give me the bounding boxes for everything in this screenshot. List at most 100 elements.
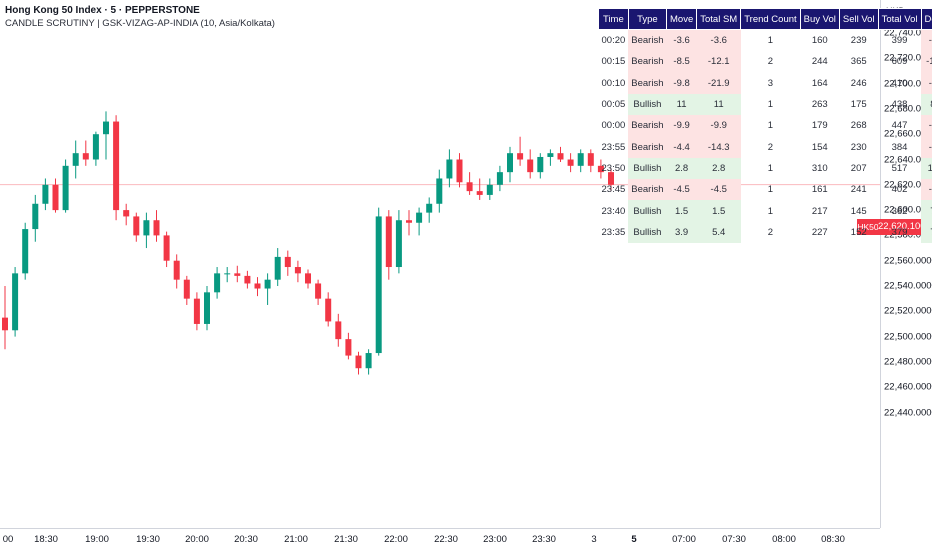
bearish-candle [255, 283, 261, 288]
time-tick: 3 [591, 534, 596, 545]
cell-time: 23:45 [599, 179, 629, 200]
time-tick: 21:30 [334, 534, 358, 545]
cell-trend: 1 [741, 115, 800, 136]
bullish-candle [93, 134, 99, 159]
time-tick: 22:30 [434, 534, 458, 545]
bearish-candle [295, 267, 301, 273]
cell-delta: -122 [921, 51, 932, 72]
cell-trend: 2 [741, 136, 800, 157]
bearish-candle [467, 182, 473, 191]
cell-delta: -89 [921, 115, 932, 136]
cell-trend: 1 [741, 179, 800, 200]
time-tick: 08:00 [772, 534, 796, 545]
cell-trend: 1 [741, 30, 800, 52]
bullish-candle [487, 185, 493, 195]
table-body: 00:20Bearish-3.6-3.61160239399-8000:15Be… [599, 30, 932, 243]
bearish-candle [325, 299, 331, 322]
table-header-cell: Total Vol [878, 9, 921, 30]
cell-total: 410 [878, 73, 921, 94]
time-tick: 23:30 [532, 534, 556, 545]
bearish-candle [194, 299, 200, 324]
bearish-candle [113, 122, 119, 211]
time-tick: 20:30 [234, 534, 258, 545]
cell-move: 3.9 [667, 222, 697, 243]
bullish-candle [426, 204, 432, 213]
cell-time: 00:05 [599, 94, 629, 115]
cell-total: 447 [878, 115, 921, 136]
cell-type: Bearish [628, 73, 666, 94]
cell-time: 23:55 [599, 136, 629, 157]
cell-sell: 230 [839, 136, 878, 157]
time-tick: 20:00 [185, 534, 209, 545]
table-header-cell: Buy Vol [800, 9, 839, 30]
bearish-candle [588, 153, 594, 166]
cell-type: Bearish [628, 30, 666, 52]
bullish-candle [578, 153, 584, 166]
bearish-candle [174, 261, 180, 280]
bullish-candle [275, 257, 281, 280]
cell-trend: 1 [741, 200, 800, 221]
bullish-candle [537, 157, 543, 172]
bullish-candle [366, 353, 372, 368]
cell-sell: 175 [839, 94, 878, 115]
table-header-cell: Type [628, 9, 666, 30]
bullish-candle [497, 172, 503, 185]
cell-total-sm: -21.9 [697, 73, 741, 94]
bearish-candle [406, 220, 412, 223]
cell-time: 23:40 [599, 200, 629, 221]
cell-time: 00:20 [599, 30, 629, 52]
bearish-candle [305, 273, 311, 283]
bullish-candle [143, 220, 149, 235]
cell-buy: 160 [800, 30, 839, 52]
cell-buy: 244 [800, 51, 839, 72]
time-tick: 19:00 [85, 534, 109, 545]
bearish-candle [244, 276, 250, 284]
cell-trend: 2 [741, 222, 800, 243]
bearish-candle [345, 339, 351, 355]
cell-sell: 268 [839, 115, 878, 136]
bearish-candle [335, 321, 341, 339]
table-header-cell: Trend Count [741, 9, 800, 30]
time-tick: 07:00 [672, 534, 696, 545]
cell-delta: -80 [921, 30, 932, 52]
symbol-title[interactable]: Hong Kong 50 Index · 5 · PEPPERSTONE [5, 4, 275, 17]
cell-delta: 72 [921, 200, 932, 221]
cell-total-sm: -12.1 [697, 51, 741, 72]
table-header-cell: Time [599, 9, 629, 30]
bearish-candle [184, 280, 190, 299]
bullish-candle [42, 185, 48, 204]
cell-type: Bullish [628, 158, 666, 179]
table-header-cell: Total SM [697, 9, 741, 30]
bearish-candle [164, 235, 170, 260]
time-tick: 00 [3, 534, 14, 545]
cell-delta: 76 [921, 222, 932, 243]
bearish-candle [123, 210, 129, 216]
bullish-candle [396, 220, 402, 267]
cell-total: 379 [878, 222, 921, 243]
cell-delta: 103 [921, 158, 932, 179]
time-tick: 18:30 [34, 534, 58, 545]
bullish-candle [507, 153, 513, 172]
bearish-candle [477, 191, 483, 195]
time-tick: 07:30 [722, 534, 746, 545]
cell-move: -8.5 [667, 51, 697, 72]
indicator-title[interactable]: CANDLE SCRUTINY | GSK-VIZAG-AP-INDIA (10… [5, 17, 275, 30]
cell-total: 362 [878, 200, 921, 221]
bullish-candle [446, 160, 452, 179]
cell-trend: 3 [741, 73, 800, 94]
cell-buy: 227 [800, 222, 839, 243]
cell-buy: 154 [800, 136, 839, 157]
bullish-candle [265, 280, 271, 289]
bullish-candle [416, 213, 422, 223]
bullish-candle [547, 153, 553, 157]
bearish-candle [285, 257, 291, 267]
cell-delta: -77 [921, 136, 932, 157]
cell-sell: 239 [839, 30, 878, 52]
cell-move: -4.5 [667, 179, 697, 200]
cell-move: 11 [667, 94, 697, 115]
